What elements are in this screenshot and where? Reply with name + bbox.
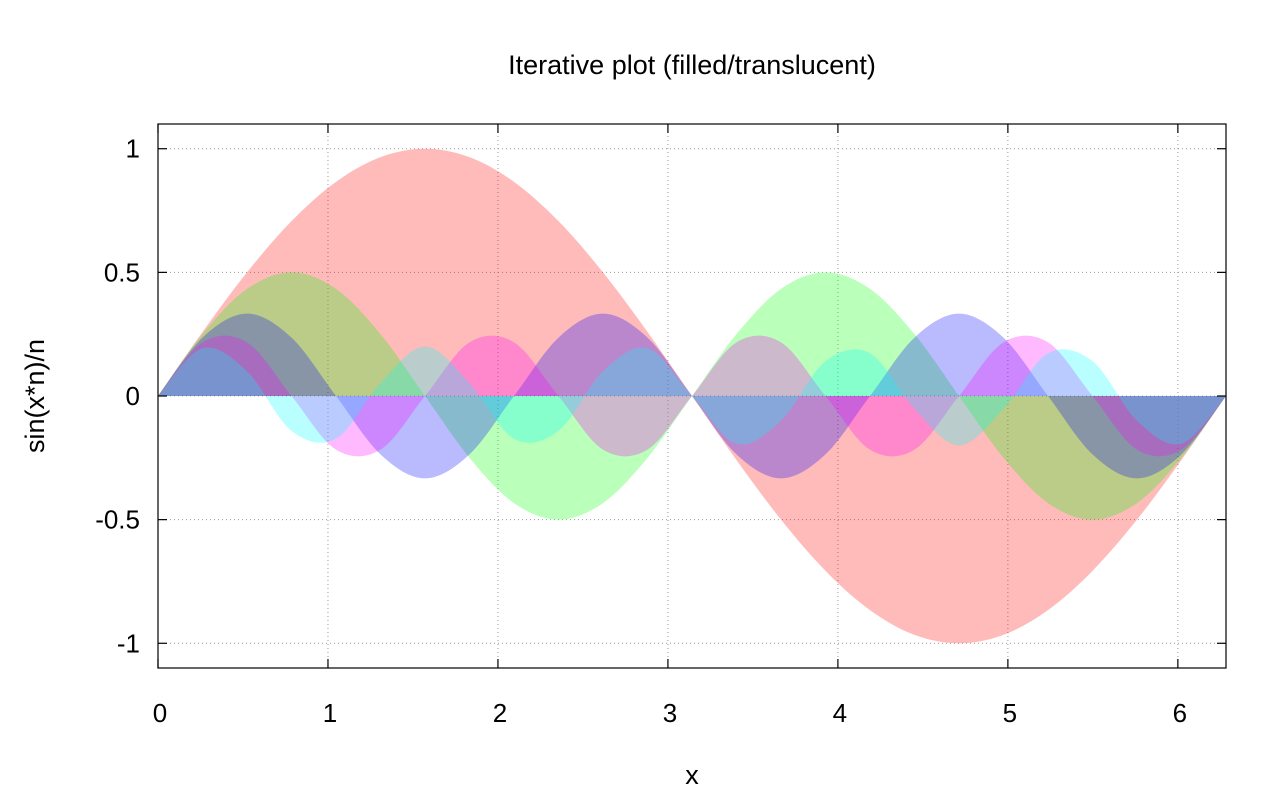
y-axis-title: sin(x*n)/n: [20, 339, 50, 453]
y-tick-label: 1: [126, 134, 140, 164]
x-tick-label: 0: [153, 698, 167, 728]
chart-title: Iterative plot (filled/translucent): [508, 50, 876, 80]
x-tick-label: 3: [663, 698, 677, 728]
y-tick-label: 0: [126, 381, 140, 411]
x-tick-label: 4: [833, 698, 847, 728]
x-tick-label: 1: [323, 698, 337, 728]
x-axis-title: x: [685, 760, 699, 790]
x-tick-label: 2: [493, 698, 507, 728]
y-tick-label: 0.5: [104, 257, 140, 287]
fill-layer: [158, 148, 1226, 644]
tick-layer: [157, 124, 1226, 668]
x-tick-label: 5: [1003, 698, 1017, 728]
y-tick-label: -0.5: [95, 505, 140, 535]
x-tick-label: 6: [1173, 698, 1187, 728]
grid-layer: [158, 124, 1226, 668]
y-tick-label: -1: [117, 628, 140, 658]
series-area-n1: [158, 148, 1226, 644]
series-area-n5: [158, 346, 1226, 446]
series-area-n4: [158, 335, 1226, 457]
label-layer: 0 1 2 3 4 5 6 1 0.5 0 -0.5 -1: [95, 134, 1187, 728]
series-area-n2: [158, 272, 1226, 520]
series-area-n3: [158, 313, 1226, 479]
